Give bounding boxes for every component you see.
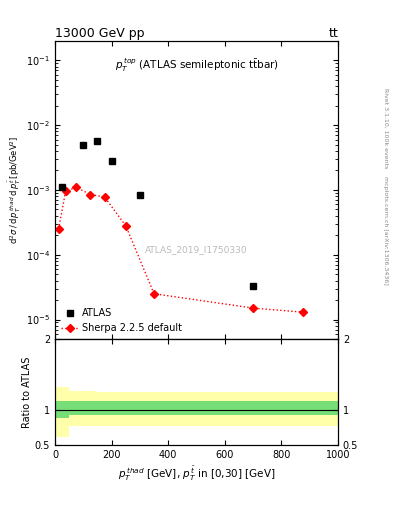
ATLAS: [109, 158, 114, 164]
Sherpa 2.2.5 default: [56, 226, 61, 232]
Sherpa 2.2.5 default: [88, 191, 93, 198]
Sherpa 2.2.5 default: [63, 188, 68, 195]
Sherpa 2.2.5 default: [74, 184, 79, 190]
ATLAS: [60, 184, 64, 190]
Sherpa 2.2.5 default: [251, 305, 255, 311]
Text: 13000 GeV pp: 13000 GeV pp: [55, 27, 145, 40]
ATLAS: [95, 137, 100, 143]
ATLAS: [81, 142, 86, 148]
Text: mcplots.cern.ch [arXiv:1306.3436]: mcplots.cern.ch [arXiv:1306.3436]: [383, 176, 388, 285]
X-axis label: $p_T^{\,thad}$ [GeV], $p_T^{\,\bar{t}}$ in [0,30] [GeV]: $p_T^{\,thad}$ [GeV], $p_T^{\,\bar{t}}$ …: [118, 464, 275, 483]
Text: tt: tt: [328, 27, 338, 40]
ATLAS: [251, 283, 255, 289]
Text: $p_T^{\,top}$ (ATLAS semileptonic t$\bar{\mathrm{t}}$bar): $p_T^{\,top}$ (ATLAS semileptonic t$\bar…: [114, 56, 279, 74]
Legend: ATLAS, Sherpa 2.2.5 default: ATLAS, Sherpa 2.2.5 default: [58, 305, 185, 336]
Line: Sherpa 2.2.5 default: Sherpa 2.2.5 default: [56, 184, 305, 315]
ATLAS: [138, 191, 142, 198]
Text: ATLAS_2019_I1750330: ATLAS_2019_I1750330: [145, 245, 248, 254]
Y-axis label: Ratio to ATLAS: Ratio to ATLAS: [22, 356, 32, 428]
Y-axis label: $\mathrm{d}^2\sigma\,/\,\mathrm{d}\,p_T^{\,thad}\,\mathrm{d}\,p_T^{\,\bar{t}}\,[: $\mathrm{d}^2\sigma\,/\,\mathrm{d}\,p_T^…: [7, 136, 23, 244]
Sherpa 2.2.5 default: [102, 194, 107, 200]
Sherpa 2.2.5 default: [123, 223, 128, 229]
Line: ATLAS: ATLAS: [59, 137, 256, 289]
Sherpa 2.2.5 default: [152, 291, 156, 297]
Text: Rivet 3.1.10, 100k events: Rivet 3.1.10, 100k events: [383, 88, 388, 168]
Sherpa 2.2.5 default: [300, 309, 305, 315]
